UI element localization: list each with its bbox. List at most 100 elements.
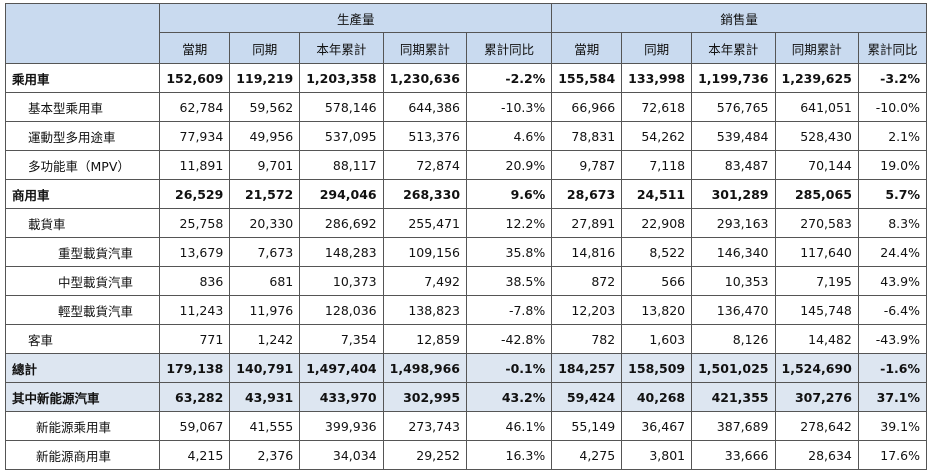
sales-ytd-cell: 301,289 — [691, 179, 776, 209]
sales-prior-period-cell: 22,908 — [621, 208, 693, 238]
row-label: 輕型載貨汽車 — [4, 295, 161, 325]
production-prior-ytd-cell: 72,874 — [382, 150, 468, 180]
sales-current-period-cell: 782 — [551, 324, 623, 354]
production-prior-ytd-cell: 138,823 — [382, 295, 468, 325]
sales-ytd-yoy-cell: 2.1% — [857, 121, 927, 151]
production-prior-ytd-cell: 1,498,966 — [382, 353, 468, 383]
production-prior-period-cell: 43,931 — [229, 382, 301, 412]
production-current-period-cell: 26,529 — [159, 179, 231, 209]
production-ytd-cell: 399,936 — [299, 411, 384, 441]
production-ytd-cell: 34,034 — [299, 440, 384, 470]
production-header-ytd-yoy: 累計同比 — [466, 32, 553, 64]
production-ytd-yoy-cell: 4.6% — [466, 121, 553, 151]
production-prior-period-cell: 140,791 — [229, 353, 301, 383]
sales-prior-period-cell: 1,603 — [621, 324, 693, 354]
sales-header-prior-ytd: 同期累計 — [774, 32, 859, 64]
production-current-period-cell: 25,758 — [159, 208, 231, 238]
table-row: 輕型載貨汽車 11,243 11,976 128,036 138,823 -7.8% 12,… — [4, 295, 927, 325]
row-label: 客車 — [4, 324, 161, 354]
table-row: 乘用車 152,609 119,219 1,203,358 1,230,636 -2.2%… — [4, 63, 927, 93]
production-prior-ytd-cell: 255,471 — [382, 208, 468, 238]
production-ytd-yoy-cell: 43.2% — [466, 382, 553, 412]
sales-header-ytd: 本年累計 — [691, 32, 776, 64]
sales-prior-ytd-cell: 28,634 — [774, 440, 859, 470]
production-prior-period-cell: 59,562 — [229, 92, 301, 122]
sales-ytd-cell: 576,765 — [691, 92, 776, 122]
sales-ytd-cell: 10,353 — [691, 266, 776, 296]
production-ytd-cell: 148,283 — [299, 237, 384, 267]
production-prior-period-cell: 41,555 — [229, 411, 301, 441]
production-prior-period-cell: 119,219 — [229, 63, 301, 93]
production-ytd-cell: 1,203,358 — [299, 63, 384, 93]
row-label: 運動型多用途車 — [4, 121, 161, 151]
production-ytd-yoy-cell: 12.2% — [466, 208, 553, 238]
production-group-header: 生產量 — [159, 3, 553, 33]
production-ytd-cell: 433,970 — [299, 382, 384, 412]
production-ytd-yoy-cell: 35.8% — [466, 237, 553, 267]
sales-current-period-cell: 872 — [551, 266, 623, 296]
sales-current-period-cell: 66,966 — [551, 92, 623, 122]
production-prior-period-cell: 1,242 — [229, 324, 301, 354]
production-current-period-cell: 836 — [159, 266, 231, 296]
sales-ytd-yoy-cell: 5.7% — [857, 179, 927, 209]
table-row: 商用車 26,529 21,572 294,046 268,330 9.6% 28,673 2… — [4, 179, 927, 209]
sales-prior-ytd-cell: 117,640 — [774, 237, 859, 267]
sales-prior-period-cell: 7,118 — [621, 150, 693, 180]
production-prior-ytd-cell: 513,376 — [382, 121, 468, 151]
production-ytd-yoy-cell: 9.6% — [466, 179, 553, 209]
sales-group-header: 銷售量 — [551, 3, 927, 33]
table-row: 新能源乘用車 59,067 41,555 399,936 273,743 46.1% 55,… — [4, 411, 927, 441]
sales-prior-period-cell: 158,509 — [621, 353, 693, 383]
sales-prior-period-cell: 13,820 — [621, 295, 693, 325]
production-ytd-cell: 88,117 — [299, 150, 384, 180]
production-prior-ytd-cell: 7,492 — [382, 266, 468, 296]
row-label: 多功能車（MPV） — [4, 150, 161, 180]
row-label: 商用車 — [4, 179, 161, 209]
sales-ytd-cell: 33,666 — [691, 440, 776, 470]
production-ytd-cell: 286,692 — [299, 208, 384, 238]
production-prior-ytd-cell: 1,230,636 — [382, 63, 468, 93]
production-ytd-cell: 294,046 — [299, 179, 384, 209]
production-current-period-cell: 179,138 — [159, 353, 231, 383]
sales-header-current-period: 當期 — [551, 32, 623, 64]
sales-prior-ytd-cell: 307,276 — [774, 382, 859, 412]
production-ytd-yoy-cell: -7.8% — [466, 295, 553, 325]
sales-ytd-cell: 8,126 — [691, 324, 776, 354]
row-label: 其中新能源汽車 — [4, 382, 161, 412]
sales-ytd-yoy-cell: 17.6% — [857, 440, 927, 470]
production-ytd-yoy-cell: -42.8% — [466, 324, 553, 354]
row-label: 新能源商用車 — [4, 440, 161, 470]
sales-prior-ytd-cell: 278,642 — [774, 411, 859, 441]
sales-current-period-cell: 4,275 — [551, 440, 623, 470]
sales-prior-period-cell: 133,998 — [621, 63, 693, 93]
sales-current-period-cell: 28,673 — [551, 179, 623, 209]
sales-current-period-cell: 59,424 — [551, 382, 623, 412]
sales-prior-period-cell: 8,522 — [621, 237, 693, 267]
sales-ytd-cell: 1,501,025 — [691, 353, 776, 383]
production-prior-period-cell: 7,673 — [229, 237, 301, 267]
production-prior-ytd-cell: 273,743 — [382, 411, 468, 441]
production-current-period-cell: 11,891 — [159, 150, 231, 180]
production-header-ytd: 本年累計 — [299, 32, 384, 64]
sales-ytd-yoy-cell: 19.0% — [857, 150, 927, 180]
sales-ytd-yoy-cell: -10.0% — [857, 92, 927, 122]
sales-prior-period-cell: 72,618 — [621, 92, 693, 122]
table-row: 多功能車（MPV） 11,891 9,701 88,117 72,874 20.9% 9,7… — [4, 150, 927, 180]
sales-prior-ytd-cell: 1,524,690 — [774, 353, 859, 383]
sales-current-period-cell: 12,203 — [551, 295, 623, 325]
sales-ytd-yoy-cell: -6.4% — [857, 295, 927, 325]
production-prior-ytd-cell: 644,386 — [382, 92, 468, 122]
row-label: 基本型乘用車 — [4, 92, 161, 122]
production-ytd-cell: 578,146 — [299, 92, 384, 122]
row-label-header — [4, 3, 161, 64]
production-prior-period-cell: 681 — [229, 266, 301, 296]
sales-ytd-yoy-cell: -3.2% — [857, 63, 927, 93]
production-ytd-yoy-cell: 46.1% — [466, 411, 553, 441]
sales-prior-ytd-cell: 70,144 — [774, 150, 859, 180]
sales-ytd-cell: 293,163 — [691, 208, 776, 238]
sales-current-period-cell: 27,891 — [551, 208, 623, 238]
row-label: 新能源乘用車 — [4, 411, 161, 441]
production-sales-table: 生產量 銷售量 當期 同期 本年累計 同期累計 累計同比 當期 同期 本年累計 同期累計 累計同比… — [4, 3, 927, 470]
production-prior-period-cell: 9,701 — [229, 150, 301, 180]
sales-prior-period-cell: 40,268 — [621, 382, 693, 412]
